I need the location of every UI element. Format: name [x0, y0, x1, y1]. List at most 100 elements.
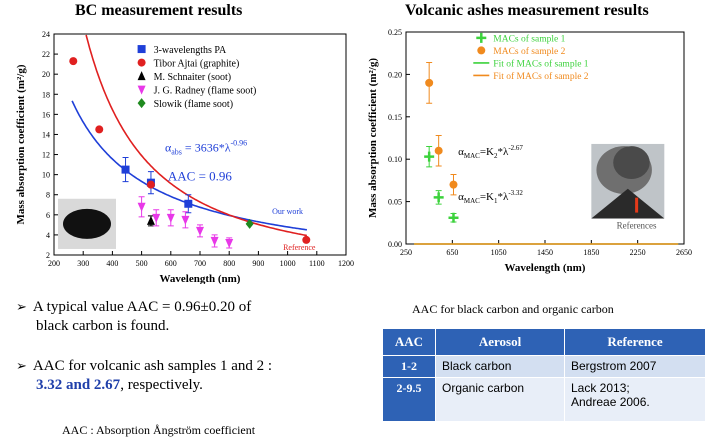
y-tick-label: 0.25: [388, 28, 402, 37]
legend-entry: Slowik (flame soot): [154, 99, 233, 110]
aac-value: AAC = 0.96: [168, 169, 233, 184]
y-tick-label: 12: [42, 151, 50, 160]
x-tick-label: 1000: [280, 259, 296, 268]
y-tick-label: 16: [42, 110, 50, 119]
data-point: [225, 238, 234, 248]
legend-entry: Fit of MACs of sample 2: [493, 71, 589, 82]
legend-entry: MACs of sample 2: [493, 46, 565, 57]
legend-entry: Tibor Ajtai (graphite): [154, 59, 240, 70]
data-point: [245, 218, 254, 229]
fit-curve: [85, 34, 308, 237]
legend-marker: [137, 58, 146, 67]
fit-label: Our work: [272, 207, 303, 216]
x-tick-label: 600: [165, 259, 177, 268]
mac-equation: αMAC=K2*λ-2.67: [458, 144, 523, 160]
data-point: [166, 213, 175, 223]
legend-entry: Fit of MACs of sample 1: [493, 58, 589, 69]
y-tick-label: 0.15: [388, 113, 402, 122]
legend-entry: J. G. Radney (flame soot): [154, 86, 257, 97]
legend-marker: [476, 32, 487, 43]
data-point: [184, 199, 193, 208]
x-tick-label: 1850: [583, 248, 599, 257]
legend-marker: [477, 46, 486, 55]
bullet-aac-volcanic: ➢ AAC for volcanic ash samples 1 and 2 : …: [16, 358, 273, 393]
table-cell-reference: Lack 2013; Andreae 2006.: [564, 377, 706, 422]
data-point: [302, 235, 311, 244]
x-tick-label: 650: [446, 248, 458, 257]
data-point: [146, 180, 155, 189]
table-caption: AAC for black carbon and organic carbon: [412, 302, 614, 316]
y-tick-label: 0.10: [388, 155, 402, 164]
legend-marker: [137, 71, 146, 81]
x-tick-label: 200: [48, 259, 60, 268]
x-axis-label: Wavelength (nm): [505, 262, 586, 274]
legend-entry: MACs of sample 1: [493, 33, 565, 44]
data-point: [121, 165, 130, 174]
mac-equation: αMAC=K1*λ-3.32: [458, 189, 523, 205]
soot-photo: [58, 198, 116, 249]
data-point: [196, 226, 204, 236]
footnote: AAC : Absorption Ångström coefficient: [62, 423, 256, 437]
table-cell-aerosol: Black carbon: [435, 355, 565, 378]
bullet-aac-typical: ➢ A typical value AAC = 0.96±0.20 of blac…: [16, 299, 252, 334]
volcano-photo: [591, 143, 665, 219]
y-tick-label: 22: [42, 50, 50, 59]
y-axis-label: Mass absorption coefficient (m²/g): [367, 58, 379, 218]
y-tick-label: 0.00: [388, 240, 402, 249]
x-tick-label: 300: [77, 259, 89, 268]
y-tick-label: 10: [42, 171, 50, 180]
legend-marker: [137, 85, 146, 95]
y-tick-label: 0.05: [388, 198, 402, 207]
x-tick-label: 400: [106, 259, 118, 268]
x-tick-label: 500: [136, 259, 148, 268]
right-chart-title: Volcanic ashes measurement results: [405, 2, 649, 19]
y-tick-label: 6: [46, 211, 50, 220]
x-tick-label: 1050: [491, 248, 507, 257]
x-tick-label: 900: [252, 259, 264, 268]
table-header-aac: AAC: [382, 328, 436, 356]
table-cell-aerosol: Organic carbon: [435, 377, 565, 422]
data-point: [69, 57, 78, 66]
x-tick-label: 2650: [676, 248, 692, 257]
data-point: [448, 212, 459, 223]
table-row: 2-9.5 Organic carbon Lack 2013; Andreae 2…: [382, 377, 706, 422]
data-point: [146, 215, 155, 225]
y-tick-label: 0.20: [388, 70, 402, 79]
table-row: 1-2 Black carbon Bergstrom 2007: [382, 355, 706, 378]
volcanic-chart: 250 650 1050 1450 1850 2250 2650 0.00 0.05 0.10 0.…: [367, 28, 692, 274]
x-tick-label: 1200: [338, 259, 354, 268]
y-axis-label: Mass absorption coefficient (m²/g): [15, 64, 27, 224]
fit-label: Reference: [283, 243, 316, 252]
data-point: [449, 180, 458, 189]
x-tick-label: 1450: [537, 248, 553, 257]
data-point: [137, 202, 146, 212]
legend-entry: 3-wavelengths PA: [154, 45, 227, 56]
data-point: [95, 125, 104, 134]
data-point: [433, 192, 444, 203]
left-chart-title: BC measurement results: [75, 2, 243, 19]
legend-entry: M. Schnaiter (soot): [154, 72, 232, 83]
data-point: [152, 213, 161, 223]
x-tick-label: 700: [194, 259, 206, 268]
data-point: [210, 236, 219, 246]
legend-marker: [137, 98, 146, 109]
y-tick-label: 8: [46, 191, 50, 200]
x-tick-label: 1100: [309, 259, 325, 268]
data-point: [434, 146, 443, 155]
aac-table: AAC Aerosol Reference 1-2 Black carbon B…: [382, 328, 706, 422]
y-tick-label: 24: [42, 30, 50, 39]
x-axis-label: Wavelength (nm): [160, 273, 241, 284]
data-point: [181, 215, 190, 225]
table-header-aerosol: Aerosol: [435, 328, 565, 356]
table-cell-aac: 1-2: [382, 355, 436, 378]
x-tick-label: 250: [400, 248, 412, 257]
y-tick-label: 18: [42, 90, 50, 99]
data-point: [425, 78, 434, 87]
y-tick-label: 4: [46, 231, 50, 240]
y-tick-label: 2: [46, 251, 50, 260]
bullet-arrow-icon: ➢: [16, 359, 27, 374]
table-header-reference: Reference: [564, 328, 706, 356]
legend-marker: [137, 45, 146, 54]
x-tick-label: 800: [223, 259, 235, 268]
y-tick-label: 20: [42, 70, 50, 79]
